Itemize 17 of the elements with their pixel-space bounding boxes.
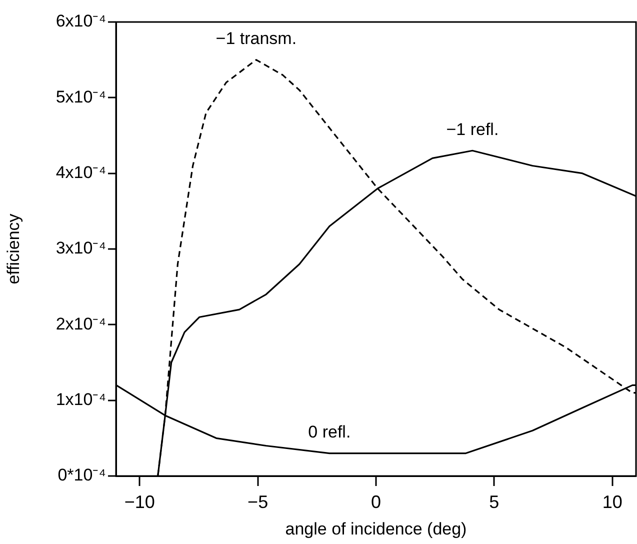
x-tick-label: 5	[489, 492, 500, 512]
series-label: 0 refl.	[308, 422, 351, 442]
x-tick-label: 0	[370, 492, 382, 512]
x-tick-label: 10	[602, 492, 622, 512]
y-tick-label: 5x10⁻⁴	[56, 87, 106, 106]
y-axis-title: efficiency	[4, 213, 23, 284]
series-label: −1 transm.	[216, 29, 297, 48]
x-axis-title: angle of incidence (deg)	[285, 519, 467, 538]
x-tick-label: −5	[248, 492, 268, 512]
y-tick-label: 6x10⁻⁴	[56, 12, 106, 31]
y-tick-label: 0*10⁻⁴	[58, 466, 106, 485]
x-tick-label: −10	[124, 492, 155, 512]
y-tick-label: 4x10⁻⁴	[56, 163, 106, 182]
y-tick-label: 1x10⁻⁴	[56, 390, 106, 410]
y-tick-label: 2x10⁻⁴	[56, 314, 106, 334]
series-label: −1 refl.	[446, 120, 499, 139]
y-tick-label: 3x10⁻⁴	[56, 238, 106, 258]
